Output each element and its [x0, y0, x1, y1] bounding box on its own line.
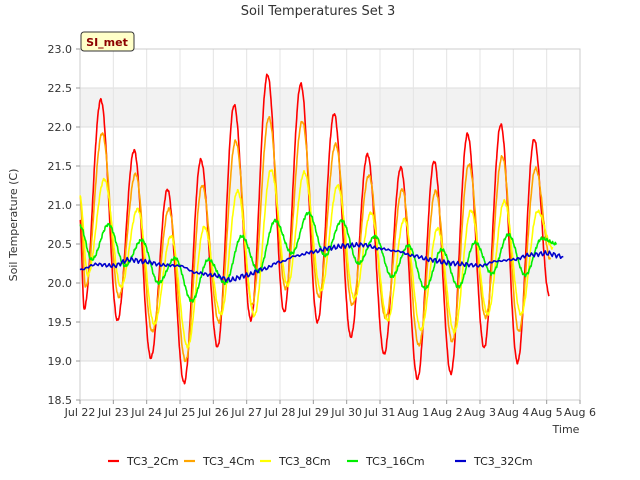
series-line-tc3-32cm [79, 242, 564, 283]
legend: TC3_2Cm TC3_4Cm TC3_8Cm TC3_16Cm TC3_32Cm [108, 455, 533, 468]
x-axis-ticks: Jul 22 Jul 23 Jul 24 Jul 25 Jul 26 Jul 27 Jul … [64, 400, 596, 419]
y-tick-label: 20.0 [48, 277, 73, 290]
y-tick-label: 22.0 [48, 121, 73, 134]
x-tick-label: Aug 4 [497, 406, 529, 419]
x-tick-label: Jul 27 [230, 406, 262, 419]
series-line-tc3-4cm [79, 116, 552, 363]
x-tick-label: Jul 28 [264, 406, 296, 419]
plot-band [80, 322, 580, 361]
y-tick-label: 20.5 [48, 238, 73, 251]
x-tick-label: Jul 24 [130, 406, 162, 419]
legend-label-tc3-2cm: TC3_2Cm [126, 455, 179, 468]
x-tick-label: Jul 25 [164, 406, 196, 419]
x-tick-label: Jul 23 [97, 406, 129, 419]
chart-title: Soil Temperatures Set 3 [241, 4, 396, 19]
x-tick-label: Jul 29 [297, 406, 329, 419]
x-tick-label: Jul 31 [364, 406, 396, 419]
y-tick-label: 23.0 [48, 43, 73, 56]
y-tick-label: 21.5 [48, 160, 73, 173]
y-tick-label: 19.0 [48, 355, 73, 368]
legend-label-tc3-8cm: TC3_8Cm [278, 455, 331, 468]
plot-band [80, 88, 580, 127]
series-line-tc3-16cm [79, 211, 558, 303]
x-tick-label: Aug 2 [431, 406, 463, 419]
site-badge-box [80, 31, 135, 52]
x-tick-label: Jul 22 [64, 406, 96, 419]
series-line-tc3-8cm [79, 169, 554, 349]
x-axis-label: Time [552, 423, 580, 436]
site-badge: SI_met [80, 31, 135, 52]
x-tick-label: Aug 6 [564, 406, 596, 419]
y-tick-label: 22.5 [48, 82, 73, 95]
series-layer [79, 73, 564, 385]
site-badge-text: SI_met [86, 36, 128, 49]
y-axis-label: Soil Temperature (C) [7, 169, 20, 282]
x-tick-label: Aug 1 [397, 406, 429, 419]
x-tick-label: Jul 30 [330, 406, 362, 419]
legend-label-tc3-4cm: TC3_4Cm [202, 455, 255, 468]
x-tick-label: Jul 26 [197, 406, 229, 419]
x-tick-label: Aug 5 [531, 406, 563, 419]
y-tick-label: 21.0 [48, 199, 73, 212]
x-tick-label: Aug 3 [464, 406, 496, 419]
y-axis-ticks: 18.5 19.0 19.5 20.0 20.5 21.0 21.5 22.0 22.5 23.0 [48, 43, 80, 407]
y-tick-label: 18.5 [48, 394, 73, 407]
y-tick-label: 19.5 [48, 316, 73, 329]
legend-label-tc3-16cm: TC3_16Cm [365, 455, 425, 468]
legend-label-tc3-32cm: TC3_32Cm [473, 455, 533, 468]
